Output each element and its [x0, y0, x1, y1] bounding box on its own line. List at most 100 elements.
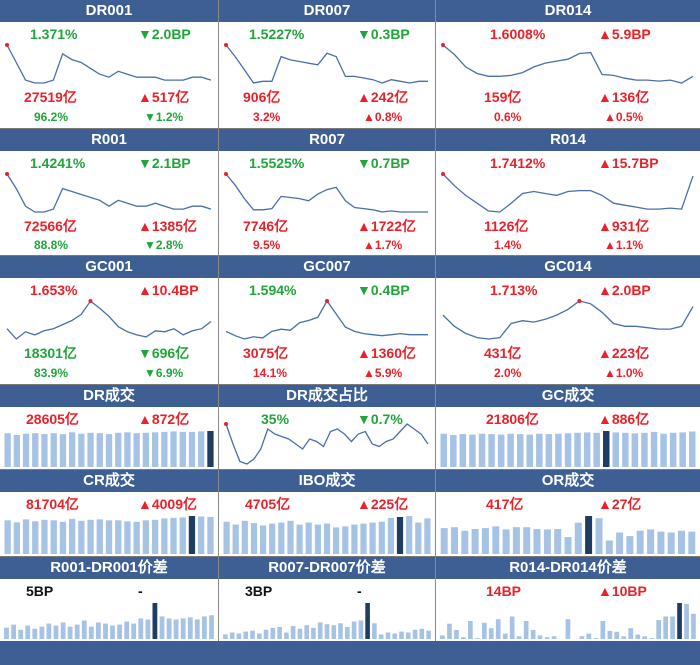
panel-title: R007-DR007价差 — [219, 557, 435, 579]
bar — [684, 603, 689, 639]
bar — [124, 621, 130, 639]
bar — [202, 616, 207, 639]
bar — [586, 633, 592, 639]
bar — [305, 522, 312, 554]
bar — [110, 625, 115, 639]
bar — [605, 540, 613, 554]
volume-change: ▲931亿 — [598, 218, 650, 234]
series-line — [442, 300, 694, 340]
bar-chart — [4, 603, 214, 639]
share-value: 14.1% — [253, 366, 288, 380]
bar — [621, 636, 627, 639]
bar — [179, 431, 186, 467]
rate-sparkline — [5, 172, 212, 213]
bar — [385, 632, 391, 639]
share-change: ▼1.2% — [144, 110, 184, 124]
bar-latest — [207, 431, 214, 467]
bar — [87, 519, 94, 554]
bar — [170, 431, 177, 467]
bar — [59, 434, 67, 467]
panel-title: OR成交 — [436, 470, 700, 492]
bar — [170, 517, 177, 554]
bar — [4, 627, 9, 639]
bar — [461, 637, 466, 639]
bar — [159, 616, 165, 639]
panel-r001: R001 1.4241% ▼2.1BP 72566亿 ▲1385亿 88.8% ▼2.8% — [0, 129, 218, 255]
bar — [194, 619, 200, 639]
rate-change: ▼2.1BP — [138, 155, 191, 171]
bar — [649, 638, 654, 639]
rate-change: ▼0.3BP — [357, 26, 410, 42]
divider — [435, 0, 436, 665]
bar — [13, 435, 20, 467]
bar — [579, 636, 585, 639]
bar — [4, 433, 11, 467]
divider — [0, 128, 700, 129]
panel-ibo-volume: IBO成交 4705亿 ▲225亿 — [219, 470, 435, 556]
bar — [11, 624, 16, 639]
bar — [523, 527, 531, 554]
bar — [595, 518, 603, 554]
panel-title: R001-DR001价差 — [0, 557, 218, 579]
bar — [657, 531, 665, 554]
panel-title: R007 — [219, 129, 435, 151]
bar — [545, 434, 553, 467]
bar — [223, 521, 230, 554]
bar — [415, 522, 422, 554]
bar — [131, 623, 137, 639]
bar-latest — [603, 431, 610, 467]
panel-title: CR成交 — [0, 470, 218, 492]
bar — [161, 518, 168, 554]
rate-sparkline — [225, 299, 428, 340]
rate-value: 1.4241% — [30, 155, 86, 171]
bar — [406, 516, 413, 554]
series-line — [225, 44, 428, 84]
bar — [32, 433, 39, 467]
bar — [533, 529, 541, 554]
bar — [4, 520, 11, 554]
bar — [22, 433, 30, 467]
volume-value: 18301亿 — [24, 345, 77, 361]
max-point — [325, 299, 329, 303]
bar — [509, 616, 515, 639]
bar-right-value: ▲872亿 — [138, 411, 190, 427]
series-line — [225, 173, 428, 213]
bar — [351, 621, 357, 639]
bar — [600, 621, 606, 639]
footer-bar — [0, 641, 700, 665]
bar — [152, 519, 159, 554]
bar — [667, 532, 675, 554]
bar — [447, 623, 452, 639]
rate-value: 1.653% — [30, 282, 78, 298]
rate-sparkline — [5, 43, 212, 84]
bar — [502, 633, 508, 639]
bar — [22, 519, 30, 554]
bar — [39, 626, 45, 639]
bar — [290, 626, 296, 639]
max-point — [441, 43, 445, 47]
bar — [565, 619, 571, 639]
panel-title: DR成交 — [0, 385, 218, 407]
max-point — [5, 172, 9, 176]
rate-value: 1.5227% — [249, 26, 305, 42]
bar — [342, 526, 349, 554]
bar — [81, 620, 87, 639]
bar — [471, 529, 479, 554]
share-change: ▲1.7% — [363, 238, 403, 252]
rate-change: ▼0.7BP — [357, 155, 410, 171]
bar — [688, 531, 696, 554]
panel-title: IBO成交 — [219, 470, 435, 492]
bar — [296, 524, 303, 554]
bar — [495, 619, 501, 639]
panel-title: R014-DR014价差 — [436, 557, 700, 579]
bar — [614, 631, 620, 639]
bar — [612, 432, 619, 467]
divider — [0, 255, 700, 256]
bar — [96, 519, 103, 554]
bar — [133, 433, 140, 467]
bar — [641, 432, 648, 467]
rate-sparkline — [442, 299, 694, 340]
bar-latest — [365, 603, 370, 639]
bar — [317, 622, 323, 639]
